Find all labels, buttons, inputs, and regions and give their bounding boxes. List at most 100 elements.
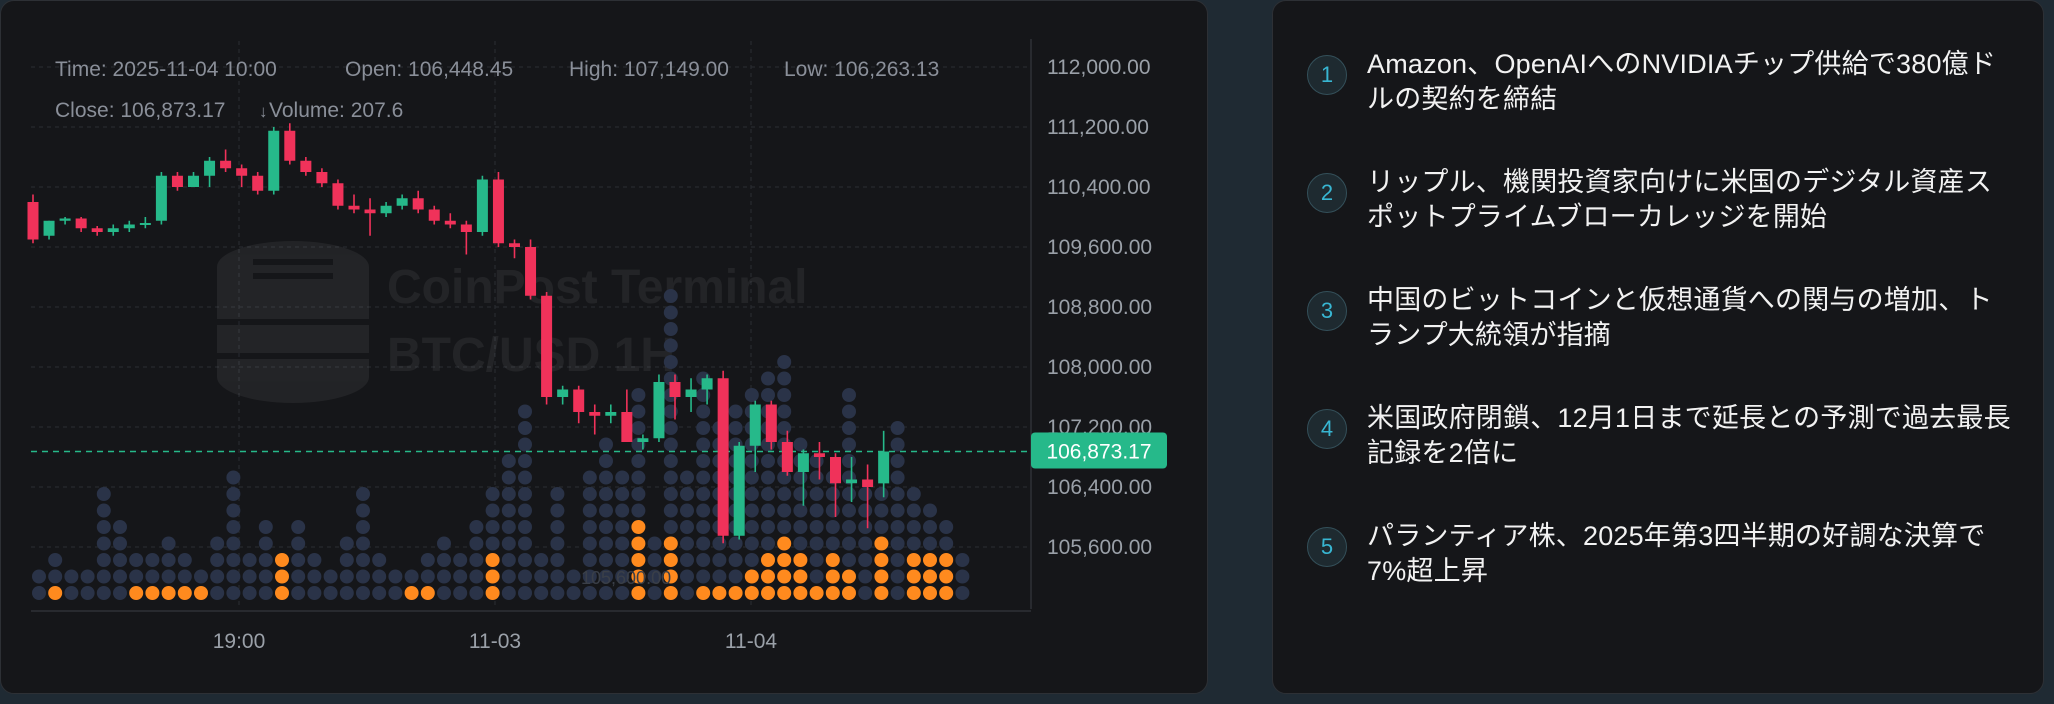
volume-dot: [550, 536, 565, 551]
news-panel: 1 Amazon、OpenAIへのNVIDIAチップ供給で380億ドルの契約を締…: [1272, 0, 2044, 694]
volume-dot: [890, 569, 905, 584]
volume-dot: [177, 569, 192, 584]
volume-dot: [744, 454, 759, 468]
volume-dot: [485, 503, 500, 518]
volume-dot: [663, 437, 678, 452]
volume-dot: [356, 503, 370, 518]
volume-dot: [48, 569, 63, 584]
volume-dot: [890, 503, 905, 518]
volume-dot-highlight: [777, 553, 792, 567]
volume-dot: [453, 569, 468, 584]
news-number-badge: 4: [1307, 409, 1347, 449]
volume-dot: [501, 503, 516, 518]
volume-dot: [226, 553, 241, 567]
volume-dot: [599, 520, 613, 534]
news-list: 1 Amazon、OpenAIへのNVIDIAチップ供給で380億ドルの契約を締…: [1307, 47, 2013, 637]
volume-dot: [145, 569, 160, 584]
candle-up: [557, 389, 569, 397]
volume-dot-highlight: [631, 553, 646, 567]
volume-dot: [923, 520, 937, 534]
candle-down: [444, 220, 456, 225]
news-headline[interactable]: Amazon、OpenAIへのNVIDIAチップ供給で380億ドルの契約を締結: [1367, 49, 1997, 114]
news-item-2[interactable]: 2 リップル、機関投資家向けに米国のデジタル資産スポットプライムブローカレッジを…: [1307, 165, 2013, 283]
news-item-3[interactable]: 3 中国のビットコインと仮想通貨への関与の増加、トランプ大統領が指摘: [1307, 283, 2013, 401]
volume-dot-highlight: [793, 586, 808, 600]
candle-up: [59, 218, 71, 221]
volume-dot: [518, 586, 532, 600]
candle-up: [797, 453, 809, 472]
volume-dot: [242, 586, 257, 600]
volume-dot: [923, 536, 937, 551]
volume-dot-highlight: [906, 553, 921, 567]
price-chart[interactable]: CoinPost Terminal BTC/USD 1H 112,000.001…: [1, 1, 1208, 694]
candle-down: [830, 457, 841, 484]
volume-dot-highlight: [825, 586, 840, 600]
volume-dot: [728, 404, 743, 419]
volume-dot: [680, 503, 694, 518]
volume-dot: [258, 569, 273, 584]
info-close: Close: 106,873.17: [55, 99, 225, 122]
volume-dot-highlight: [631, 520, 646, 534]
volume-dot: [550, 520, 565, 534]
volume-dot: [793, 437, 808, 452]
volume-dot: [161, 536, 176, 551]
volume-dot: [501, 586, 516, 600]
volume-dot: [874, 503, 889, 518]
volume-dot: [210, 569, 225, 584]
volume-dot: [582, 503, 597, 518]
volume-dot-highlight: [48, 586, 63, 600]
news-headline[interactable]: 米国政府閉鎖、12月1日まで延長との予測で過去最長記録を2倍に: [1367, 403, 2011, 468]
volume-dot: [356, 520, 370, 534]
info-low: Low: 106,263.13: [784, 58, 939, 81]
volume-dot: [534, 553, 549, 567]
volume-dot: [566, 569, 581, 584]
volume-dot-highlight: [761, 569, 775, 584]
news-item-1[interactable]: 1 Amazon、OpenAIへのNVIDIAチップ供給で380億ドルの契約を締…: [1307, 47, 2013, 165]
volume-dot-highlight: [793, 553, 808, 567]
volume-dot: [647, 536, 662, 551]
info-volume: Volume: 207.6: [269, 99, 403, 122]
volume-dot: [534, 569, 549, 584]
volume-dot: [615, 536, 630, 551]
volume-dot: [210, 553, 225, 567]
volume-dot: [890, 421, 905, 435]
volume-dot: [96, 586, 111, 600]
volume-dot: [631, 503, 646, 518]
volume-dot-highlight: [761, 586, 775, 600]
volume-dot: [32, 586, 46, 600]
news-headline[interactable]: リップル、機関投資家向けに米国のデジタル資産スポットプライムブローカレッジを開始: [1367, 167, 1993, 232]
volume-dot-highlight: [777, 586, 792, 600]
volume-dot: [663, 470, 678, 485]
volume-dot: [663, 421, 678, 435]
volume-dot: [777, 487, 792, 501]
volume-dot-highlight: [939, 553, 954, 567]
news-headline[interactable]: パランティア株、2025年第3四半期の好調な決算で7%超上昇: [1367, 521, 1986, 586]
y-tick-label: 112,000.00: [1047, 56, 1151, 79]
volume-dot: [955, 586, 970, 600]
candle-down: [717, 378, 729, 536]
volume-dot: [599, 470, 613, 485]
candle-up: [637, 438, 649, 442]
volume-dot: [96, 487, 111, 501]
volume-dot: [874, 520, 889, 534]
volume-dot: [48, 553, 63, 567]
volume-dot-highlight: [777, 569, 792, 584]
news-item-5[interactable]: 5 パランティア株、2025年第3四半期の好調な決算で7%超上昇: [1307, 519, 2013, 637]
volume-dot: [615, 487, 630, 501]
volume-dot: [582, 487, 597, 501]
volume-dot-highlight: [793, 569, 808, 584]
volume-dot: [113, 586, 127, 600]
volume-dot: [890, 454, 905, 468]
volume-dot: [129, 569, 144, 584]
volume-dot: [874, 487, 889, 501]
volume-dot: [680, 470, 694, 485]
volume-dot: [339, 536, 354, 551]
news-headline[interactable]: 中国のビットコインと仮想通貨への関与の増加、トランプ大統領が指摘: [1367, 285, 1993, 350]
volume-dot: [842, 388, 856, 402]
volume-dot: [518, 487, 532, 501]
news-item-4[interactable]: 4 米国政府閉鎖、12月1日まで延長との予測で過去最長記録を2倍に: [1307, 401, 2013, 519]
volume-dot: [842, 454, 856, 468]
volume-dot: [469, 520, 484, 534]
volume-dot: [485, 487, 500, 501]
volume-dot: [566, 586, 581, 600]
